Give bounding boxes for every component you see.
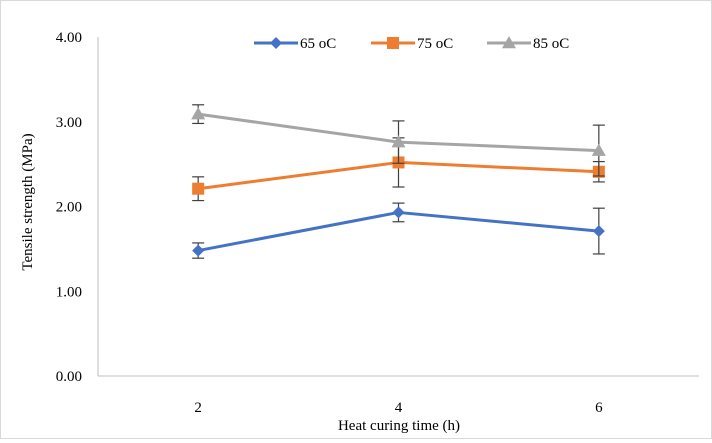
legend-item-65-oc: 65 oC (254, 36, 336, 52)
legend-label: 75 oC (417, 36, 453, 52)
legend-item-75-oc: 75 oC (371, 36, 453, 52)
data-point (592, 225, 605, 238)
data-point (591, 143, 606, 156)
y-tick-label: 0.00 (56, 369, 82, 385)
x-tick-label: 2 (194, 400, 202, 416)
x-axis-title: Heat curing time (h) (338, 418, 460, 434)
y-tick-label: 3.00 (56, 115, 82, 131)
series-layer (191, 104, 606, 259)
axes (97, 37, 699, 377)
y-axis-title: Tensile strength (MPa) (20, 133, 36, 270)
legend-label: 85 oC (533, 36, 569, 52)
legend-label: 65 oC (300, 36, 336, 52)
y-tick-label: 2.00 (56, 200, 82, 216)
y-tick-label: 4.00 (56, 30, 82, 46)
legend-swatch-marker (270, 37, 282, 49)
legend: 65 oC 75 oC 85 oC (254, 36, 569, 52)
legend-swatch-marker (387, 37, 399, 49)
legend-swatch-marker (502, 36, 516, 49)
x-tick-label: 4 (395, 400, 403, 416)
data-point (192, 182, 205, 195)
data-point (191, 107, 206, 120)
legend-item-85-oc: 85 oC (487, 36, 569, 52)
series-65-oc (192, 202, 605, 259)
data-point (391, 135, 406, 148)
data-point (392, 206, 405, 219)
y-tick-labels: 0.00 1.00 2.00 3.00 4.00 (56, 30, 82, 385)
series-85-oc (191, 104, 606, 177)
x-tick-labels: 2 4 6 (194, 400, 603, 416)
x-tick-label: 6 (595, 400, 603, 416)
y-tick-label: 1.00 (56, 284, 82, 300)
data-point (192, 244, 205, 257)
